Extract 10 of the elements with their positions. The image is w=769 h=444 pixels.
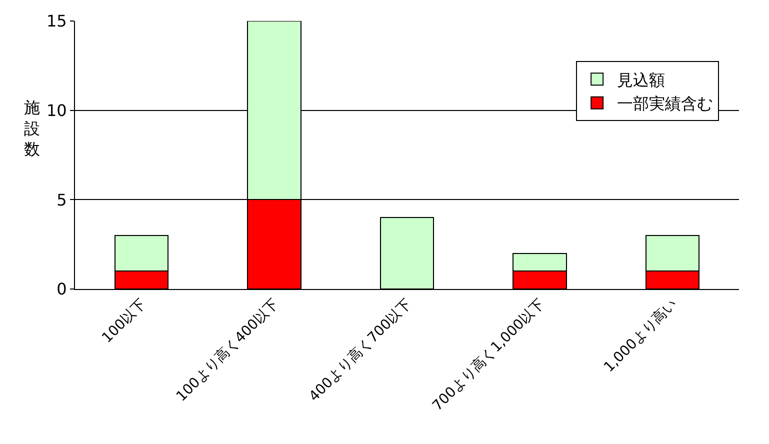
legend-label: 一部実績含む: [617, 94, 714, 114]
y-tick-label: 5: [56, 190, 67, 210]
y-tick-label: 15: [46, 12, 67, 31]
x-tick-label: 100以下: [99, 296, 150, 346]
y-tick-label: 0: [56, 280, 67, 299]
x-tick-label: 400より高く700以下: [306, 296, 415, 405]
x-tick-label: 100より高く400以下: [173, 296, 282, 405]
y-axis-title: 施設数: [24, 98, 40, 159]
y-tick-label: 10: [46, 100, 67, 120]
legend-label: 見込額: [617, 70, 666, 90]
